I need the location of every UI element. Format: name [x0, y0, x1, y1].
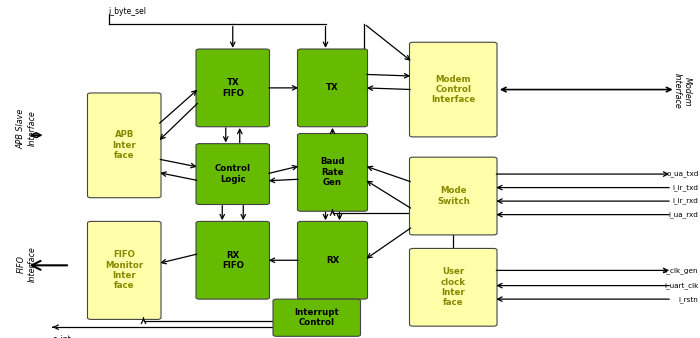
FancyBboxPatch shape — [298, 221, 368, 299]
Text: Modem
Interface: Modem Interface — [673, 73, 692, 109]
Text: Mode
Switch: Mode Switch — [437, 186, 470, 206]
Text: FIFO
Monitor
Inter
face: FIFO Monitor Inter face — [105, 250, 144, 290]
Text: RX
FIFO: RX FIFO — [222, 250, 244, 270]
Text: RX: RX — [326, 256, 339, 265]
Text: o_ua_txd: o_ua_txd — [666, 171, 699, 177]
Text: TX: TX — [326, 83, 339, 92]
Text: i_ua_rxd: i_ua_rxd — [668, 211, 699, 218]
FancyBboxPatch shape — [298, 134, 368, 211]
FancyBboxPatch shape — [196, 49, 270, 127]
Text: i_ir_txd: i_ir_txd — [673, 184, 699, 191]
Text: APB Slave
Interface: APB Slave Interface — [17, 108, 36, 149]
Text: Modem
Control
Interface: Modem Control Interface — [431, 75, 475, 104]
FancyBboxPatch shape — [410, 248, 497, 326]
Text: TX
FIFO: TX FIFO — [222, 78, 244, 98]
Text: User
clock
Inter
face: User clock Inter face — [441, 267, 466, 307]
Text: Control
Logic: Control Logic — [215, 164, 251, 184]
FancyBboxPatch shape — [88, 221, 161, 319]
Text: i_byte_sel: i_byte_sel — [108, 7, 146, 16]
Text: APB
Inter
face: APB Inter face — [113, 130, 136, 160]
FancyBboxPatch shape — [298, 49, 368, 127]
FancyBboxPatch shape — [410, 42, 497, 137]
Text: i_uart_clk: i_uart_clk — [664, 282, 699, 289]
Text: o_clk_gen: o_clk_gen — [663, 267, 699, 274]
Text: o_int: o_int — [52, 334, 71, 338]
Text: i_rstn: i_rstn — [679, 296, 699, 303]
FancyBboxPatch shape — [410, 157, 497, 235]
FancyBboxPatch shape — [196, 144, 270, 204]
FancyBboxPatch shape — [196, 221, 270, 299]
Text: Baud
Rate
Gen: Baud Rate Gen — [321, 158, 344, 187]
Text: Interrupt
Control: Interrupt Control — [295, 308, 339, 328]
Text: i_ir_rxd: i_ir_rxd — [673, 198, 699, 204]
FancyBboxPatch shape — [273, 299, 360, 336]
FancyBboxPatch shape — [88, 93, 161, 198]
Text: FIFO
Interface: FIFO Interface — [17, 246, 36, 282]
